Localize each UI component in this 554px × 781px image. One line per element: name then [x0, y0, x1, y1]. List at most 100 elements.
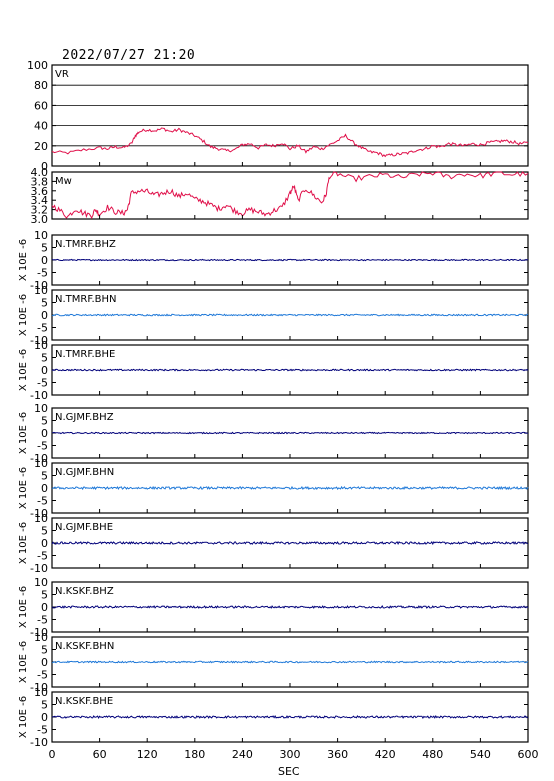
x-tick-label: 60 [93, 748, 107, 761]
mw-series-line [51, 171, 529, 220]
waveform-trace [51, 714, 529, 720]
x-tick-label: 360 [327, 748, 348, 761]
y-axis-label: X 10E -6 [18, 239, 29, 281]
waveform-trace [51, 368, 529, 372]
y-tick-label: 10 [34, 512, 48, 525]
panel-frame [51, 64, 529, 167]
waveform-trace [51, 258, 529, 262]
y-tick-label: -5 [37, 724, 48, 737]
waveform-trace [51, 660, 529, 664]
y-tick-label: 10 [34, 339, 48, 352]
panel-label: Mw [55, 176, 72, 187]
y-tick-label: 10 [34, 576, 48, 589]
y-tick-label: 4.0 [31, 166, 49, 179]
y-axis-label: X 10E -6 [18, 349, 29, 391]
vr-series-line [51, 127, 529, 158]
y-tick-label: 5 [41, 242, 48, 255]
x-tick-label: 540 [470, 748, 491, 761]
y-tick-label: -10 [30, 626, 48, 639]
y-axis-label: X 10E -6 [18, 294, 29, 336]
y-tick-label: 60 [34, 99, 48, 112]
y-tick-label: 10 [34, 229, 48, 242]
y-axis-label: X 10E -6 [18, 412, 29, 454]
panel-label: N.TMRF.BHZ [55, 239, 116, 250]
y-tick-label: 0 [41, 711, 48, 724]
panel-label: N.GJMF.BHE [55, 522, 113, 533]
x-axis-title: SEC [278, 765, 300, 778]
panel-label: N.TMRF.BHN [55, 294, 117, 305]
x-tick-label: 240 [232, 748, 253, 761]
x-tick-label: 180 [184, 748, 205, 761]
y-tick-label: 10 [34, 631, 48, 644]
y-tick-label: 5 [41, 644, 48, 657]
y-tick-label: 5 [41, 525, 48, 538]
panel-label: N.KSKF.BHN [55, 641, 114, 652]
y-tick-label: 0 [41, 427, 48, 440]
y-tick-label: 3.4 [31, 194, 49, 207]
x-tick-label: 600 [518, 748, 539, 761]
chart-header-title: 2022/07/27 21:20 [62, 48, 196, 63]
y-tick-label: 3.2 [31, 204, 49, 217]
y-tick-label: 3.6 [31, 185, 49, 198]
x-tick-label: 420 [375, 748, 396, 761]
y-tick-label: 0 [41, 309, 48, 322]
y-tick-label: -5 [37, 495, 48, 508]
y-tick-label: 5 [41, 589, 48, 602]
panel-label: N.KSKF.BHZ [55, 586, 114, 597]
y-tick-label: -10 [30, 681, 48, 694]
y-tick-label: -5 [37, 440, 48, 453]
y-tick-label: 10 [34, 284, 48, 297]
y-tick-label: 80 [34, 79, 48, 92]
y-tick-label: 5 [41, 352, 48, 365]
y-tick-label: 5 [41, 415, 48, 428]
y-tick-label: 10 [34, 457, 48, 470]
y-tick-label: -10 [30, 334, 48, 347]
y-tick-label: -5 [37, 550, 48, 563]
panel-label: N.TMRF.BHE [55, 349, 115, 360]
y-tick-label: 0 [41, 160, 48, 173]
y-tick-label: 0 [41, 254, 48, 267]
y-tick-label: -10 [30, 507, 48, 520]
y-tick-label: -5 [37, 614, 48, 627]
y-tick-label: -10 [30, 736, 48, 749]
y-tick-label: 0 [41, 537, 48, 550]
y-tick-label: 10 [34, 686, 48, 699]
y-tick-label: 3.8 [31, 175, 49, 188]
y-tick-label: -5 [37, 377, 48, 390]
panel-label: N.GJMF.BHZ [55, 412, 114, 423]
y-axis-label: X 10E -6 [18, 586, 29, 628]
waveform-trace [51, 605, 529, 609]
y-tick-label: -5 [37, 267, 48, 280]
waveform-trace [51, 431, 529, 435]
y-tick-label: 3.0 [31, 213, 49, 226]
y-tick-label: 0 [41, 656, 48, 669]
y-axis-label: X 10E -6 [18, 522, 29, 564]
y-axis-label: X 10E -6 [18, 467, 29, 509]
y-tick-label: 5 [41, 470, 48, 483]
y-tick-label: 40 [34, 120, 48, 133]
y-tick-label: 100 [27, 59, 48, 72]
y-tick-label: -10 [30, 562, 48, 575]
x-tick-label: 120 [137, 748, 158, 761]
y-tick-label: 0 [41, 601, 48, 614]
x-tick-label: 0 [49, 748, 56, 761]
y-tick-label: 0 [41, 364, 48, 377]
panel-label: N.GJMF.BHN [55, 467, 114, 478]
waveform-trace [51, 485, 529, 491]
y-tick-label: 0 [41, 482, 48, 495]
y-tick-label: 20 [34, 140, 48, 153]
y-tick-label: -10 [30, 279, 48, 292]
y-tick-label: -10 [30, 452, 48, 465]
y-axis-label: X 10E -6 [18, 641, 29, 683]
x-tick-label: 300 [280, 748, 301, 761]
y-tick-label: -5 [37, 322, 48, 335]
waveform-trace [51, 313, 529, 317]
y-axis-label: X 10E -6 [18, 696, 29, 738]
y-tick-label: -10 [30, 389, 48, 402]
y-tick-label: 5 [41, 699, 48, 712]
panel-label: VR [55, 69, 69, 80]
y-tick-label: 10 [34, 402, 48, 415]
y-tick-label: 5 [41, 297, 48, 310]
waveform-trace [51, 540, 529, 546]
